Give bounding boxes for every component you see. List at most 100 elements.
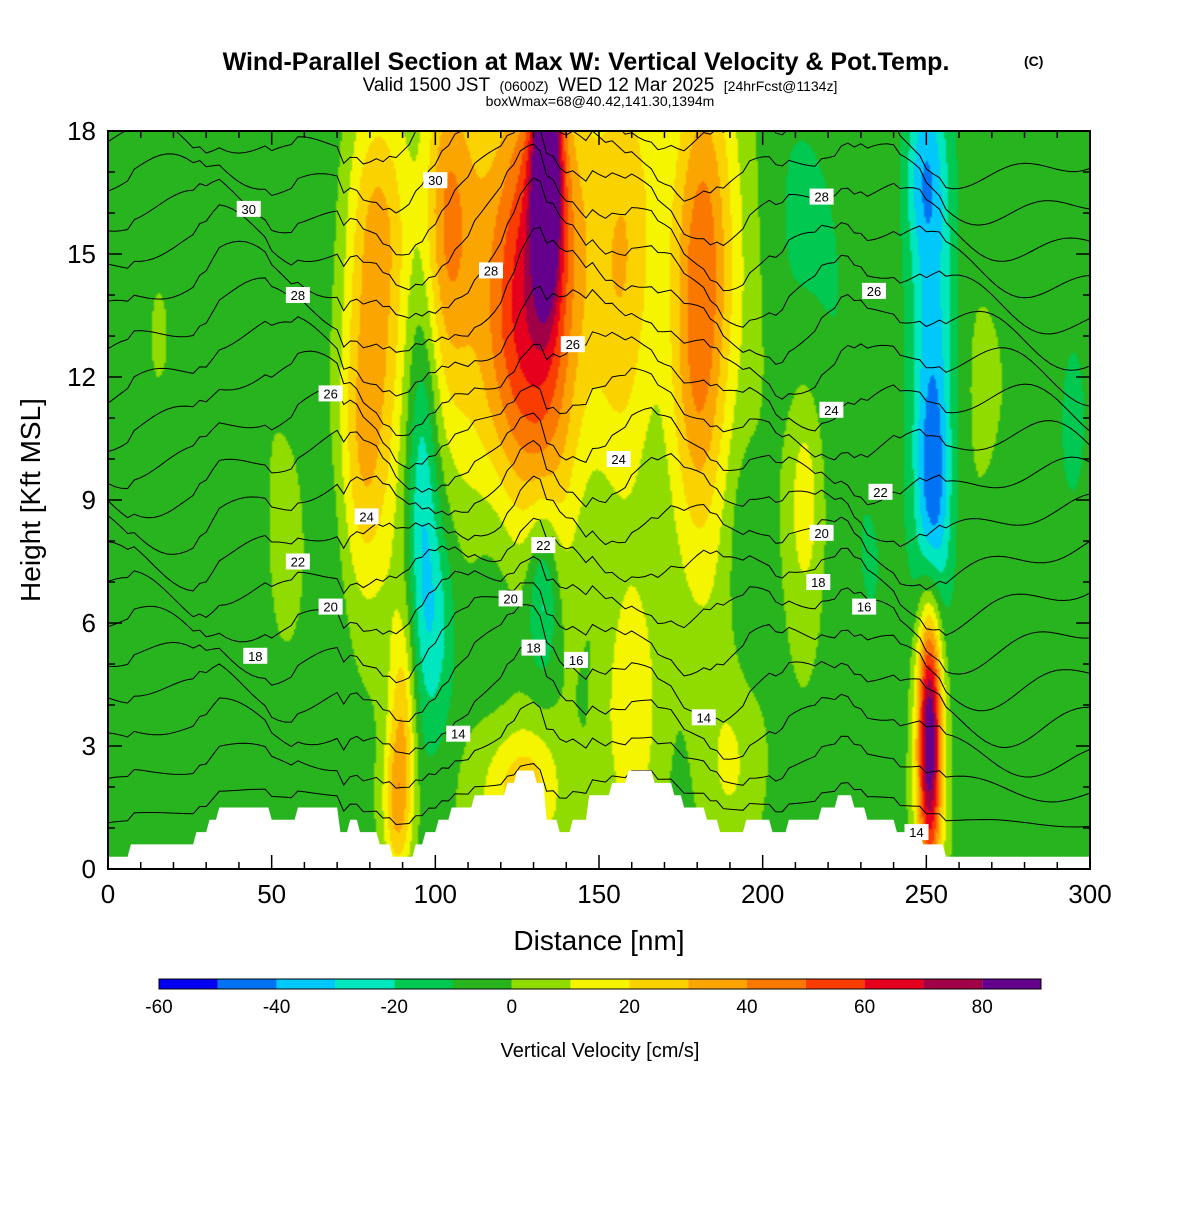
- svg-text:24: 24: [611, 452, 625, 467]
- y-tick-label: 0: [82, 854, 96, 884]
- svg-text:28: 28: [814, 190, 828, 205]
- svg-text:30: 30: [428, 173, 442, 188]
- contour-label: 28: [285, 287, 310, 303]
- theta-contour-31: [108, 131, 1090, 190]
- contour-label: 24: [354, 508, 379, 525]
- contour-label: 30: [423, 172, 448, 189]
- contour-label: 14: [904, 824, 929, 841]
- colorbar-swatch: [688, 979, 747, 989]
- theta-contour-19: [108, 517, 1090, 636]
- axis-ticks: [107, 130, 1091, 870]
- colorbar-swatch: [217, 979, 277, 989]
- theta-contour-29: [108, 131, 1090, 262]
- svg-text:26: 26: [867, 284, 881, 299]
- svg-text:20: 20: [814, 526, 828, 541]
- svg-text:20: 20: [323, 600, 337, 615]
- theta-contour-14: [108, 701, 1090, 803]
- colorbar-swatch: [159, 979, 218, 989]
- svg-text:28: 28: [484, 263, 498, 278]
- svg-text:26: 26: [566, 337, 580, 352]
- x-tick-label: 100: [414, 879, 457, 909]
- theta-contour-23: [108, 367, 1090, 490]
- theta-contour-28: [108, 143, 1090, 299]
- theta-contour-21: [108, 439, 1090, 555]
- y-tick-label: 6: [82, 608, 96, 638]
- y-tick-label: 3: [82, 731, 96, 761]
- colorbar-frame: [158, 978, 1042, 990]
- svg-text:18: 18: [526, 641, 540, 656]
- colorbar-swatch: [747, 979, 806, 989]
- contour-label: 30: [236, 200, 261, 217]
- x-tick-label: 150: [577, 879, 620, 909]
- colorbar-tick-label: -20: [380, 997, 407, 1018]
- theta-contour-20: [108, 475, 1090, 592]
- chart-subtitle: Valid 1500 JST (0600Z) WED 12 Mar 2025 […: [363, 75, 838, 96]
- svg-text:30: 30: [242, 202, 256, 217]
- theta-contours: [108, 131, 1090, 828]
- colorbar-swatch: [394, 979, 453, 989]
- colorbar: [158, 978, 1042, 990]
- contour-label: 20: [318, 598, 343, 615]
- colorbar-swatch: [276, 979, 336, 989]
- contour-label: 28: [809, 188, 834, 205]
- svg-text:20: 20: [503, 591, 517, 606]
- colorbar-tick-label: 20: [619, 997, 640, 1018]
- x-tick-label: 50: [257, 879, 286, 909]
- theta-contour-27: [108, 177, 1090, 335]
- colorbar-swatch: [864, 979, 924, 989]
- plot-area: 30 30 28 28 28 26 26 26 24 24 24 22 22 22 20 20 20 18 18 18…: [108, 131, 1090, 869]
- colorbar-swatch: [453, 979, 512, 989]
- x-axis-label: Distance [nm]: [513, 925, 684, 956]
- x-tick-label: 250: [905, 879, 948, 909]
- svg-text:18: 18: [248, 649, 262, 664]
- contour-label: 18: [521, 639, 546, 656]
- svg-text:22: 22: [291, 555, 305, 570]
- svg-text:14: 14: [451, 727, 465, 742]
- valid-date: WED 12 Mar 2025: [558, 75, 714, 96]
- contour-label: 26: [318, 385, 343, 402]
- contour-label: 14: [446, 725, 471, 742]
- contour-label: 28: [478, 262, 503, 279]
- svg-text:16: 16: [857, 600, 871, 615]
- svg-text:22: 22: [536, 538, 550, 553]
- colorbar-swatch: [335, 979, 395, 989]
- colorbar-swatch: [805, 979, 865, 989]
- x-tick-label: 200: [741, 879, 784, 909]
- forecast-info: [24hrFcst@1134z]: [724, 78, 838, 94]
- theta-contour-18: [108, 556, 1090, 675]
- contour-label: 20: [498, 590, 523, 607]
- chart-title: Wind-Parallel Section at Max W: Vertical…: [223, 48, 950, 76]
- theta-contour-25: [108, 285, 1090, 407]
- colorbar-swatch: [982, 979, 1041, 989]
- y-tick-label: 18: [67, 116, 96, 146]
- svg-text:28: 28: [291, 288, 305, 303]
- y-tick-label: 9: [82, 485, 96, 515]
- theta-contour-13: [108, 763, 1090, 828]
- contour-label: 24: [606, 451, 631, 467]
- colorbar-tick-label: 80: [972, 997, 993, 1018]
- contour-label: 22: [868, 483, 893, 500]
- theta-contour-17: [108, 582, 1090, 712]
- contour-label: 26: [861, 282, 886, 299]
- box-info: boxWmax=68@40.42,141.30,1394m: [486, 93, 715, 109]
- svg-text:26: 26: [323, 386, 337, 401]
- theta-contour-labels: 30 30 28 28 28 26 26 26 24 24 24 22 22 22 20 20 20 18 18 18…: [236, 172, 929, 841]
- contour-label: 14: [691, 709, 716, 726]
- vertical-velocity-field: [108, 131, 1090, 869]
- x-tick-label: 0: [101, 879, 115, 909]
- svg-text:18: 18: [811, 575, 825, 590]
- svg-text:16: 16: [569, 653, 583, 668]
- colorbar-swatch: [570, 979, 630, 989]
- y-axis-label: Height [Kft MSL]: [15, 398, 46, 602]
- svg-text:24: 24: [359, 509, 373, 524]
- theta-contour-16: [108, 604, 1090, 749]
- svg-text:14: 14: [909, 825, 923, 840]
- y-tick-label: 12: [67, 362, 96, 392]
- theta-contour-26: [108, 226, 1090, 371]
- colorbar-tick-label: 0: [507, 997, 518, 1018]
- colorbar-swatch: [629, 979, 689, 989]
- x-tick-label: 300: [1068, 879, 1111, 909]
- colorbar-swatch: [511, 979, 571, 989]
- contour-label: 16: [564, 651, 589, 668]
